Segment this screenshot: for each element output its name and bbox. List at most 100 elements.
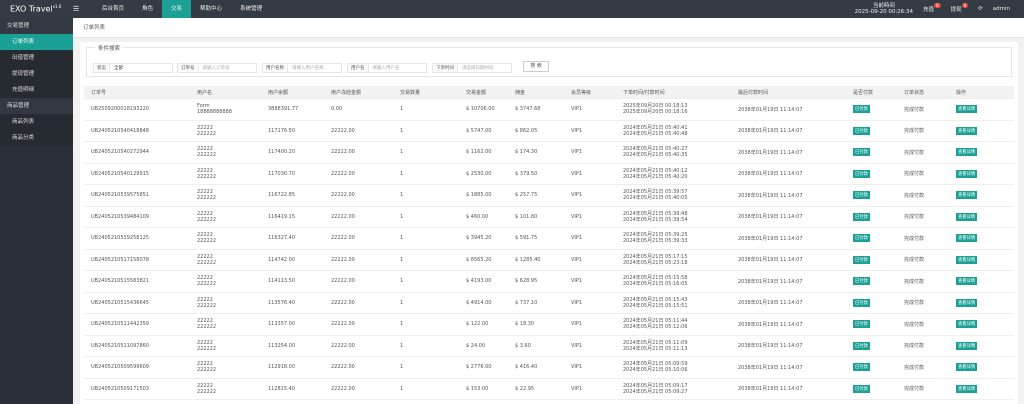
cell: 2038年01月19日 11:14:07 — [738, 106, 803, 113]
status-field[interactable]: 状态 全部 — [93, 63, 173, 73]
cell-line: 222222 — [197, 302, 217, 309]
search-button[interactable]: 搜 索 — [523, 61, 549, 72]
logo-text: EXO Travel — [10, 4, 53, 14]
cell: $ 737.10 — [515, 299, 538, 306]
cell: 1 — [400, 278, 404, 285]
paid-tag: 已付款 — [853, 255, 870, 264]
menu-item[interactable]: 充值明细 — [0, 82, 73, 98]
version: v1.0 — [52, 4, 62, 10]
cell: $ 4914.00 — [466, 299, 492, 306]
detail-button[interactable]: 查看详情 — [956, 341, 978, 350]
menu-group[interactable]: 交易管理 — [0, 18, 73, 34]
placeholder: 请输入用户名 — [372, 66, 400, 71]
time-label: 当前時间 — [872, 3, 895, 9]
cell: 完成付款 — [904, 300, 925, 307]
menu-group[interactable]: 商品管理 — [0, 98, 73, 114]
menu-item[interactable]: 订单列表 — [0, 34, 73, 50]
cell-line: 2024年05月21日 05:15:43 — [623, 296, 688, 303]
menu-item[interactable]: 商品列表 — [0, 114, 73, 130]
time-field[interactable]: 下单时间 请选择日期时间 — [432, 63, 512, 73]
cell: 2024年05月21日 05:39:57 2024年05月21日 05:40:05 — [623, 189, 738, 201]
detail-button[interactable]: 查看详情 — [956, 169, 978, 178]
cell: 22222.00 — [331, 127, 355, 134]
cell: 2024年05月21日 05:40:27 2024年05月21日 05:40:35 — [623, 146, 738, 158]
cell-line: 2024年05月21日 05:40:27 — [623, 146, 688, 153]
detail-button[interactable]: 查看详情 — [956, 148, 978, 157]
breadcrumb: 订单列表 — [73, 18, 1024, 38]
cell: 22222.00 — [331, 170, 355, 177]
detail-button[interactable]: 查看详情 — [956, 234, 978, 243]
cell: 22222 222222 — [197, 254, 268, 266]
detail-button[interactable]: 查看详情 — [956, 277, 978, 286]
order-field[interactable]: 订单号 请输入订单号 — [177, 63, 257, 73]
detail-button[interactable]: 查看详情 — [956, 126, 978, 135]
cell-line: 2024年05月21日 05:11:13 — [623, 345, 688, 352]
cell-line: 222222 — [197, 345, 217, 352]
nav: 后台首页 角色 交易 帮助中心 系统管理 — [93, 0, 271, 18]
cell: $ 5747.00 — [466, 127, 492, 134]
detail-button[interactable]: 查看详情 — [956, 105, 978, 114]
detail-button[interactable]: 查看详情 — [956, 191, 978, 200]
cell: 22222.00 — [331, 299, 355, 306]
cell: $ 24.00 — [466, 342, 486, 349]
cell-line: 2024年05月21日 05:09:59 — [623, 361, 688, 368]
cell: UB2405210539575851 — [91, 192, 149, 199]
cell: UB2405210517158078 — [91, 256, 149, 263]
detail-button[interactable]: 查看详情 — [956, 255, 978, 264]
top-bar: EXO Travelv1.0 ☰ 后台首页 角色 交易 帮助中心 系统管理 当前時间 20… — [0, 0, 1024, 18]
cell: 2038年01月19日 11:14:07 — [738, 214, 803, 221]
paid-tag: 已付款 — [853, 363, 870, 372]
cell: $ 3945.20 — [466, 235, 492, 242]
cell-line: 2024年05月21日 05:09:27 — [623, 388, 688, 395]
withdraw[interactable]: 提现0 — [951, 3, 969, 13]
detail-button[interactable]: 查看详情 — [956, 320, 978, 329]
cell-line: 2024年05月21日 05:15:58 — [623, 275, 688, 282]
table-row: UB2405210509599609 22222 222222 112918.00 22… — [84, 357, 1014, 379]
nav-item[interactable]: 交易 — [162, 0, 192, 18]
label: 用户名 — [348, 64, 369, 72]
cell: 22222.00 — [331, 192, 355, 199]
detail-button[interactable]: 查看详情 — [956, 212, 978, 221]
cell: 117030.70 — [268, 170, 296, 177]
nav-item[interactable]: 系统管理 — [240, 6, 263, 12]
menu-item[interactable]: 提现管理 — [0, 66, 73, 82]
table-row: UB2405210539575851 22222 222222 116722.85 22… — [84, 185, 1014, 207]
detail-button[interactable]: 查看详情 — [956, 384, 978, 393]
cell: 2024年05月21日 05:11:44 2024年05月21日 05:12:06 — [623, 318, 738, 330]
menu-toggle[interactable]: ☰ — [73, 5, 80, 13]
cell: 1 — [400, 321, 404, 328]
column-header: 用户余额 — [268, 89, 289, 96]
detail-button[interactable]: 查看详情 — [956, 298, 978, 307]
nav-item[interactable]: 后台首页 — [102, 6, 125, 12]
cell: 22222 222222 — [197, 232, 268, 244]
cell: $ 22.95 — [515, 385, 535, 392]
cell-line: 2024年05月21日 05:40:05 — [623, 195, 688, 202]
menu-item[interactable]: 商品分类 — [0, 130, 73, 146]
clock: 当前時间 2025-09-20 00:26:34 — [855, 3, 913, 15]
cell-line: 22222 — [197, 189, 213, 196]
name-field[interactable]: 用户名 请输入用户名 — [347, 63, 427, 73]
cell: 2038年01月19日 11:14:07 — [738, 235, 803, 242]
table-row: UB2405210515436645 22222 222222 113576.40 22… — [84, 293, 1014, 314]
cell: VIP1 — [571, 321, 583, 328]
nav-item[interactable]: 角色 — [142, 6, 154, 12]
detail-button[interactable]: 查看详情 — [956, 363, 978, 372]
column-header: 用户冻结金额 — [331, 89, 362, 96]
cell: VIP1 — [571, 299, 583, 306]
username-field[interactable]: 用户名称 请输入用户名称 — [262, 63, 342, 73]
menu-item[interactable]: 出借管理 — [0, 50, 73, 66]
refresh[interactable]: ⟳ — [978, 6, 983, 12]
user[interactable]: admin — [992, 6, 1010, 12]
paid-tag: 已付款 — [853, 169, 870, 178]
recharge[interactable]: 充值0 — [923, 3, 941, 13]
nav-item[interactable]: 帮助中心 — [200, 6, 223, 12]
cell-line: 222222 — [197, 324, 217, 331]
cell: 3888391.77 — [268, 106, 299, 113]
cell: UB2509200018193220 — [91, 106, 149, 113]
cell-line: 2024年05月21日 05:15:51 — [623, 302, 688, 309]
cell: 完成付款 — [904, 386, 925, 393]
cell-line: 222222 — [197, 367, 217, 374]
cell-line: 2024年05月21日 05:11:09 — [623, 339, 688, 346]
cell: $ 4193.00 — [466, 278, 492, 285]
